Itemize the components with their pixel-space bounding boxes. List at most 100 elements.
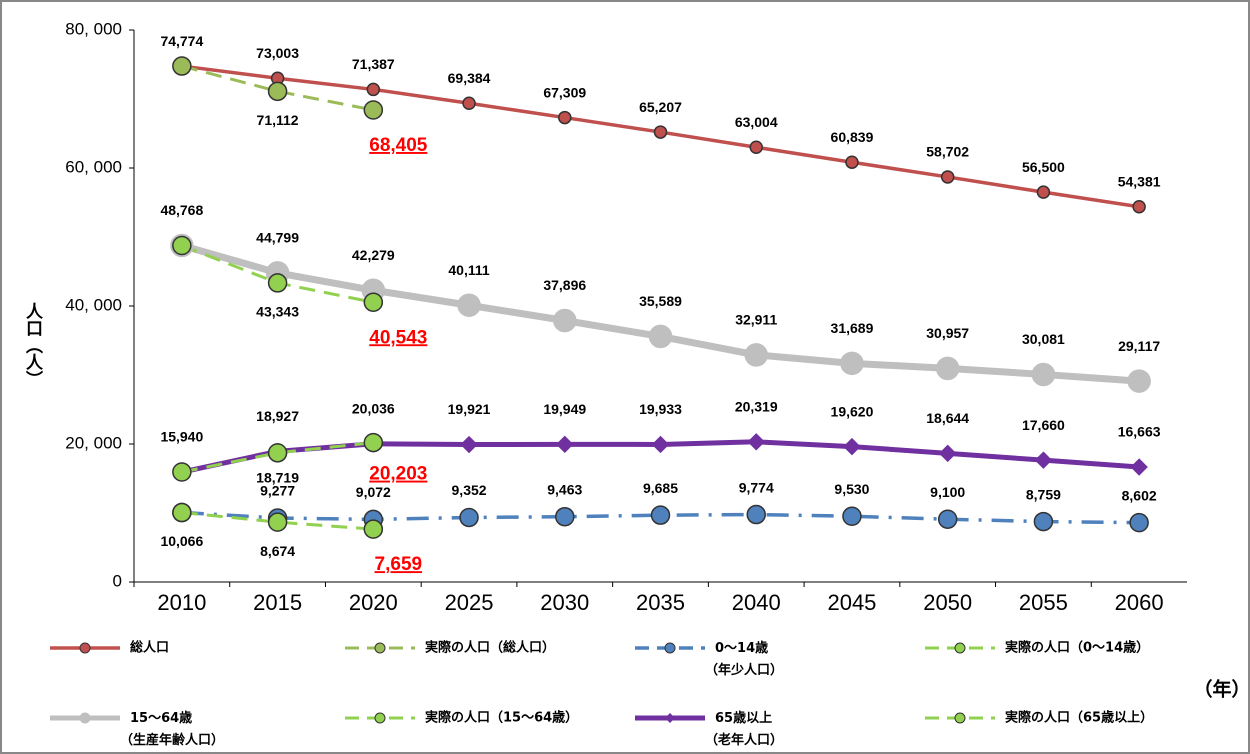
- point: [363, 100, 384, 120]
- data-label: 29,117: [1118, 338, 1160, 354]
- data-label: 40,111: [448, 262, 489, 278]
- point: [267, 273, 288, 293]
- point: [1127, 369, 1151, 393]
- data-label: 48,768: [160, 202, 203, 218]
- point: [267, 443, 288, 463]
- y-tick-label: 40, 000: [65, 295, 122, 314]
- legend-marker: [954, 712, 966, 724]
- data-label: 67,309: [543, 84, 586, 100]
- data-label: 58,702: [926, 144, 969, 160]
- legend-marker: [954, 642, 966, 654]
- point: [648, 324, 673, 349]
- point: [363, 432, 384, 453]
- data-label: 31,689: [831, 320, 874, 336]
- point: [840, 351, 864, 376]
- point: [1132, 200, 1146, 214]
- point: [1031, 362, 1056, 387]
- y-tick-label: 20, 000: [65, 433, 122, 452]
- y-tick-label: 60, 000: [65, 157, 122, 176]
- data-label: 20,036: [352, 400, 395, 416]
- point: [462, 96, 476, 111]
- point: [172, 502, 192, 523]
- point: [1034, 451, 1053, 469]
- point: [1130, 458, 1148, 476]
- data-label: 19,933: [639, 401, 682, 417]
- point: [749, 140, 763, 155]
- legend-label: 実際の人口（0〜14歳）: [1005, 640, 1149, 656]
- data-label: 17,660: [1022, 417, 1065, 433]
- point: [553, 308, 577, 333]
- data-label: 56,500: [1022, 159, 1065, 175]
- x-tick-label: 2020: [349, 590, 398, 615]
- data-label: 73,003: [256, 45, 299, 61]
- data-label: 30,081: [1022, 331, 1065, 347]
- point: [744, 343, 768, 367]
- point: [938, 444, 957, 463]
- x-tick-label: 2050: [923, 590, 972, 615]
- x-axis-label: （年）: [1193, 678, 1250, 701]
- legend-label: 実際の人口（総人口）: [425, 640, 555, 656]
- y-tick-label: 0: [113, 571, 122, 590]
- data-label: 15,940: [160, 429, 203, 445]
- x-tick-label: 2010: [157, 590, 206, 615]
- legend-marker: [79, 642, 91, 654]
- point: [845, 155, 859, 169]
- point: [842, 506, 862, 526]
- point: [650, 505, 671, 525]
- data-label: 9,277: [260, 483, 295, 499]
- point: [459, 507, 479, 528]
- data-label: 43,343: [256, 304, 299, 320]
- data-label: 7,659: [375, 554, 423, 575]
- legend-label-line: 65歳以上: [715, 710, 772, 726]
- legend-label: 実際の人口（65歳以上）: [1005, 710, 1153, 726]
- point: [556, 435, 574, 454]
- legend-label-line: （年少人口）: [705, 662, 783, 678]
- series-line: [181, 441, 374, 474]
- data-label: 20,203: [369, 464, 427, 485]
- y-axis-label: 人口（人）: [22, 302, 43, 387]
- legend-marker: [374, 642, 386, 654]
- point: [267, 512, 288, 532]
- legend-label: 0〜14歳 （年少人口）: [705, 640, 783, 678]
- point: [747, 433, 765, 451]
- x-tick-label: 2025: [445, 590, 494, 615]
- legend-marker: [665, 713, 675, 723]
- data-label: 9,072: [356, 484, 391, 500]
- data-label: 19,949: [543, 401, 586, 417]
- series-line: [181, 511, 374, 531]
- data-label: 40,543: [369, 327, 427, 348]
- data-label: 37,896: [543, 277, 586, 293]
- data-label: 35,589: [639, 293, 682, 309]
- series-line: [181, 510, 1140, 525]
- data-label: 16,663: [1118, 424, 1161, 440]
- legend-label-line: （老年人口）: [705, 732, 783, 748]
- legend-label-line: 0〜14歳: [715, 640, 768, 656]
- data-label: 19,620: [831, 403, 874, 419]
- point: [935, 356, 960, 381]
- data-label: 9,463: [547, 481, 582, 497]
- data-label: 8,602: [1122, 487, 1157, 503]
- data-label: 65,207: [639, 99, 682, 115]
- point: [746, 504, 766, 525]
- legend-label-line: 15〜64歳: [130, 710, 192, 726]
- x-tick-label: 2030: [540, 590, 589, 615]
- point: [843, 437, 861, 456]
- data-label: 18,719: [256, 470, 299, 486]
- x-tick-label: 2040: [732, 590, 781, 615]
- point: [940, 170, 955, 184]
- data-label: 42,279: [352, 247, 395, 263]
- data-label: 71,387: [352, 56, 395, 72]
- legend-marker: [664, 642, 676, 654]
- data-label: 9,774: [739, 479, 774, 495]
- legend-marker: [79, 712, 91, 724]
- data-label: 71,112: [257, 112, 299, 128]
- point: [363, 519, 384, 539]
- legend-label: 実際の人口（15〜64歳）: [425, 710, 578, 726]
- data-label: 18,927: [256, 408, 299, 424]
- legend-label-line: （生産年齢人口）: [120, 732, 224, 748]
- series-line: [181, 64, 374, 112]
- point: [1033, 511, 1054, 532]
- point: [363, 292, 384, 313]
- data-label: 18,644: [926, 410, 969, 426]
- data-label: 9,530: [834, 481, 869, 497]
